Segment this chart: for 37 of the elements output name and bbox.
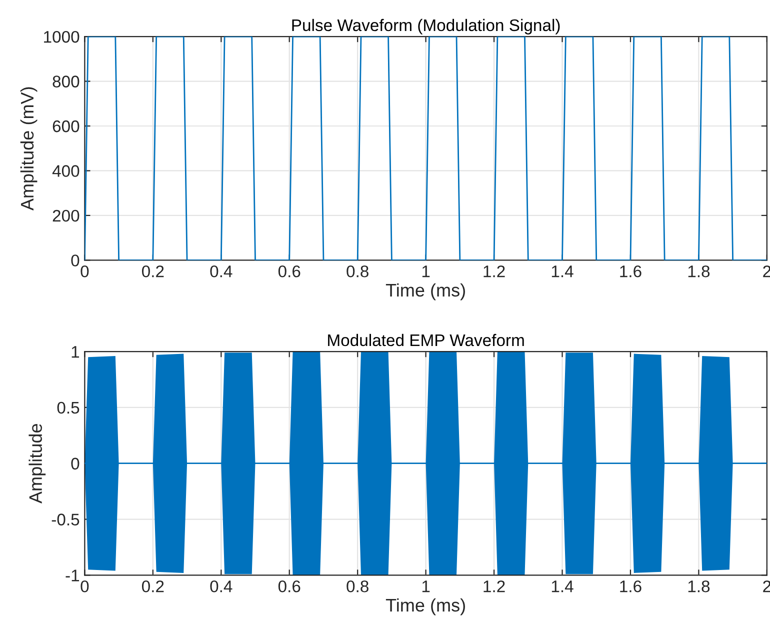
y-tick-label: 800 xyxy=(52,76,80,88)
x-tick-label: 0.8 xyxy=(346,265,368,278)
x-tick-label: 1.8 xyxy=(688,580,710,592)
x-axis-title: Time (ms) xyxy=(386,598,465,616)
x-tick-label: 0.4 xyxy=(210,265,232,278)
x-tick-label: 1 xyxy=(422,580,430,592)
y-tick-label: 0.5 xyxy=(57,402,80,414)
y-tick-label: 1 xyxy=(72,346,80,358)
x-tick-label: 0.6 xyxy=(278,265,300,278)
x-tick-label: 0 xyxy=(80,265,89,278)
x-tick-label: 0.8 xyxy=(346,580,368,592)
x-tick-label: 1.2 xyxy=(484,580,505,592)
x-tick-label: 1.8 xyxy=(688,265,710,278)
y-tick-label: 400 xyxy=(52,165,80,177)
x-tick-label: 1.4 xyxy=(552,266,574,278)
x-axis-title: Time (ms) xyxy=(386,283,465,300)
chart-title: Modulated EMP Waveform xyxy=(328,334,524,346)
x-tick-label: 1.6 xyxy=(620,580,642,592)
x-tick-label: 0.6 xyxy=(278,580,300,592)
x-tick-label: 1.2 xyxy=(484,265,505,278)
x-tick-label: 1 xyxy=(422,266,430,278)
x-tick-label: 1.4 xyxy=(552,580,574,592)
y-tick-label: -0.5 xyxy=(52,514,80,526)
y-tick-label: 0 xyxy=(71,254,80,266)
x-tick-label: 1.6 xyxy=(620,265,642,278)
x-tick-label: 0.4 xyxy=(210,580,232,592)
chart-title: Pulse Waveform (Modulation Signal) xyxy=(292,18,560,34)
x-tick-label: 0.2 xyxy=(142,580,164,592)
y-tick-label: 600 xyxy=(52,120,80,132)
y-tick-label: -1 xyxy=(66,570,80,582)
y-tick-label: 0 xyxy=(71,458,80,470)
y-tick-label: 1000 xyxy=(44,30,80,43)
y-axis-title: Amplitude xyxy=(28,424,46,504)
y-axis-title: Amplitude (mV) xyxy=(20,87,38,211)
y-tick-label: 200 xyxy=(52,210,80,222)
x-tick-label: 0.2 xyxy=(142,265,164,278)
x-tick-label: 0 xyxy=(80,580,89,592)
